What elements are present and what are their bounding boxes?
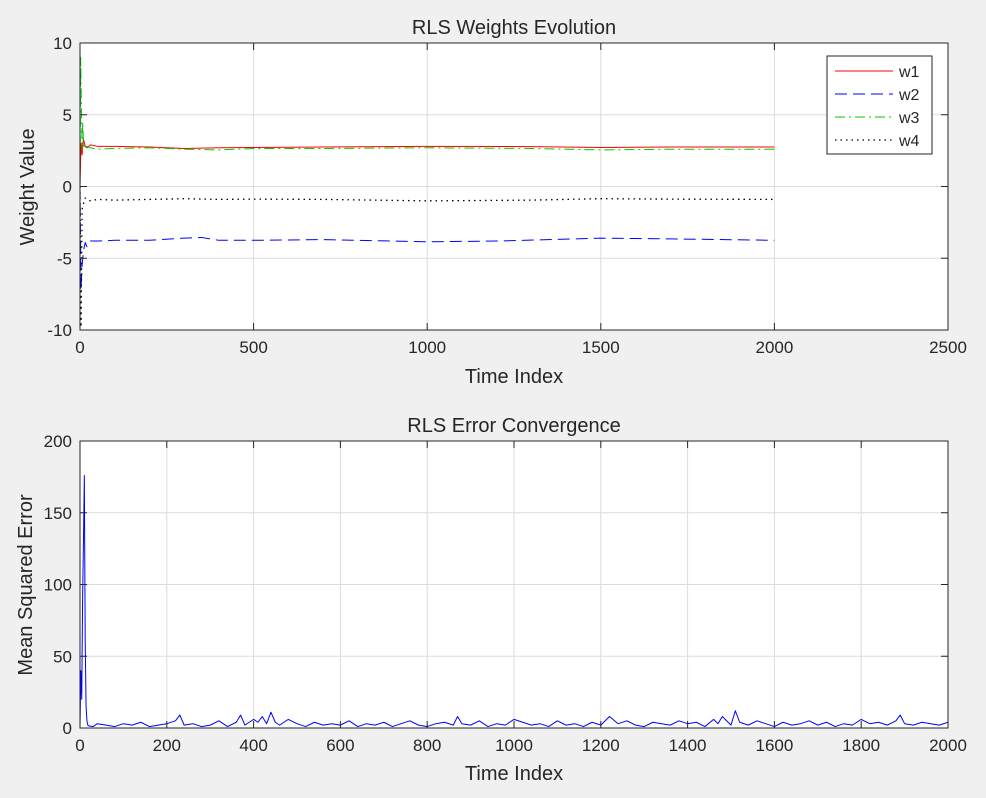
error-y-label: Mean Squared Error — [15, 494, 37, 676]
y-tick-label: 10 — [53, 34, 72, 53]
x-tick-label: 1600 — [755, 736, 793, 755]
x-tick-label: 1200 — [582, 736, 620, 755]
x-tick-label: 2500 — [929, 338, 967, 357]
x-tick-label: 1400 — [669, 736, 707, 755]
weights-series — [80, 56, 775, 328]
x-tick-label: 0 — [75, 736, 84, 755]
y-tick-label: 0 — [63, 178, 72, 197]
series-line-series-1 — [80, 474, 948, 728]
y-tick-label: -10 — [47, 321, 72, 340]
x-tick-label: 500 — [239, 338, 267, 357]
legend-label-w2: w2 — [898, 87, 920, 104]
x-tick-label: 800 — [413, 736, 441, 755]
error-title: RLS Error Convergence — [407, 415, 620, 437]
x-tick-label: 400 — [239, 736, 267, 755]
x-tick-label: 2000 — [929, 736, 967, 755]
x-tick-label: 1000 — [495, 736, 533, 755]
x-tick-label: 1500 — [582, 338, 620, 357]
x-tick-label: 600 — [326, 736, 354, 755]
legend-label-w4: w4 — [898, 133, 920, 150]
y-tick-label: -5 — [57, 249, 72, 268]
legend-label-w3: w3 — [898, 110, 920, 127]
y-tick-label: 150 — [44, 504, 72, 523]
error-x-label: Time Index — [465, 763, 563, 785]
error-chart: 0 200 400 600 800 1000 1200 1400 1600 1800 2000 0 50… — [15, 415, 967, 785]
y-tick-label: 50 — [53, 647, 72, 666]
series-line-w4 — [80, 186, 775, 328]
weights-ticks: 0 500 1000 1500 2000 2500 -10 -5 0 5 10 — [47, 34, 966, 357]
y-tick-label: 100 — [44, 576, 72, 595]
x-tick-label: 1800 — [842, 736, 880, 755]
weights-x-label: Time Index — [465, 366, 563, 388]
y-tick-label: 5 — [63, 106, 72, 125]
error-ticks: 0 200 400 600 800 1000 1200 1400 1600 1800 2000 0 50… — [44, 432, 967, 755]
weights-title: RLS Weights Evolution — [412, 17, 616, 39]
x-tick-label: 0 — [75, 338, 84, 357]
y-tick-label: 0 — [63, 719, 72, 738]
error-series — [80, 474, 948, 728]
weights-y-label: Weight Value — [17, 128, 39, 245]
x-tick-label: 2000 — [755, 338, 793, 357]
y-tick-label: 200 — [44, 432, 72, 451]
legend-box — [826, 55, 933, 155]
legend-label-w1: w1 — [898, 64, 920, 81]
x-tick-label: 1000 — [408, 338, 446, 357]
weights-chart: 0 500 1000 1500 2000 2500 -10 -5 0 5 10 RLS Weight… — [17, 17, 967, 388]
series-line-w2 — [80, 186, 775, 291]
weights-legend: w1 w2 w3 w4 — [826, 55, 933, 155]
x-tick-label: 200 — [153, 736, 181, 755]
